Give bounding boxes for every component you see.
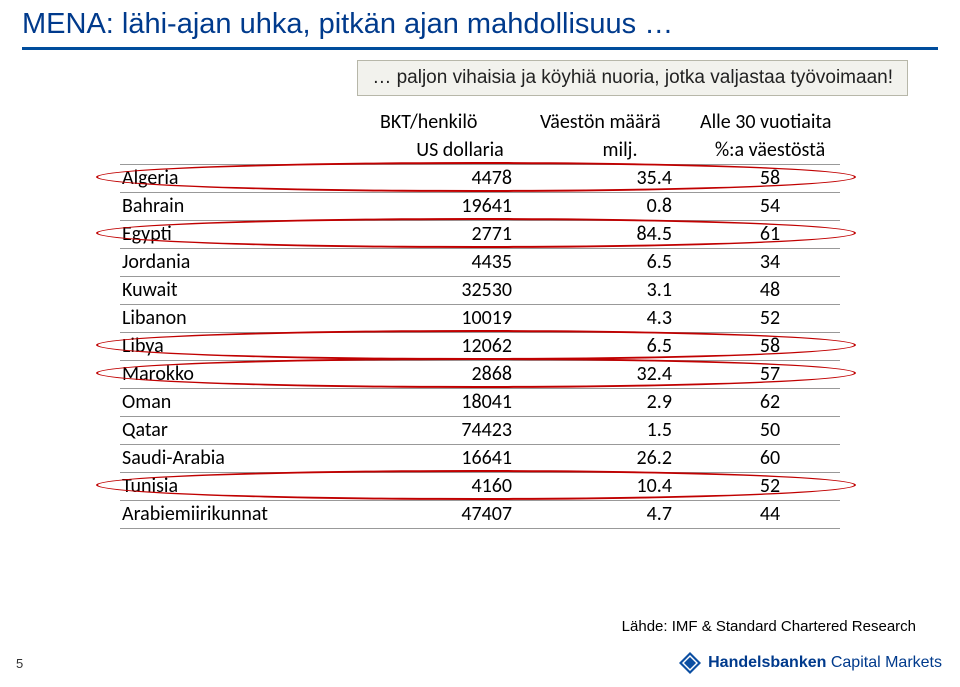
table-row: Libya120626.558: [120, 332, 840, 360]
cell-bkt: 2771: [380, 220, 540, 248]
cell-u30: 48: [700, 276, 840, 304]
data-table: BKT/henkilö Väestön määrä Alle 30 vuotia…: [120, 108, 840, 529]
logo-sub: Capital Markets: [831, 654, 942, 671]
table-header-row-2: US dollaria milj. %:a väestöstä: [120, 136, 840, 164]
table-row: Tunisia416010.452: [120, 472, 840, 500]
cell-country: Egypti: [120, 220, 380, 248]
hdr-milj: milj.: [540, 136, 700, 164]
page-number: 5: [16, 656, 23, 671]
hdr-pop: Väestön määrä: [540, 108, 700, 136]
data-table-wrap: BKT/henkilö Väestön määrä Alle 30 vuotia…: [120, 108, 840, 529]
cell-bkt: 74423: [380, 416, 540, 444]
cell-country: Libanon: [120, 304, 380, 332]
cell-u30: 52: [700, 304, 840, 332]
cell-bkt: 4478: [380, 164, 540, 192]
cell-u30: 58: [700, 332, 840, 360]
hdr-bkt: BKT/henkilö: [380, 108, 540, 136]
table-row: Algeria447835.458: [120, 164, 840, 192]
cell-pop: 6.5: [540, 248, 700, 276]
cell-pop: 2.9: [540, 388, 700, 416]
table-row: Jordania44356.534: [120, 248, 840, 276]
cell-u30: 50: [700, 416, 840, 444]
cell-bkt: 10019: [380, 304, 540, 332]
subtitle-text: … paljon vihaisia ja köyhiä nuoria, jotk…: [372, 67, 893, 88]
cell-pop: 26.2: [540, 444, 700, 472]
cell-country: Bahrain: [120, 192, 380, 220]
cell-bkt: 4160: [380, 472, 540, 500]
cell-u30: 62: [700, 388, 840, 416]
logo-icon: [678, 651, 702, 675]
cell-u30: 54: [700, 192, 840, 220]
cell-u30: 52: [700, 472, 840, 500]
cell-bkt: 4435: [380, 248, 540, 276]
logo-brand: Handelsbanken: [708, 654, 826, 671]
cell-pop: 4.7: [540, 500, 700, 528]
table-body: Algeria447835.458Bahrain196410.854Egypti…: [120, 164, 840, 528]
cell-bkt: 19641: [380, 192, 540, 220]
table-row: Qatar744231.550: [120, 416, 840, 444]
slide-title: MENA: lähi-ajan uhka, pitkän ajan mahdol…: [22, 8, 673, 40]
cell-pop: 0.8: [540, 192, 700, 220]
hdr-pctpop: %:a väestöstä: [700, 136, 840, 164]
cell-pop: 4.3: [540, 304, 700, 332]
cell-u30: 61: [700, 220, 840, 248]
table-row: Egypti277184.561: [120, 220, 840, 248]
hdr-u30: Alle 30 vuotiaita: [700, 108, 840, 136]
cell-pop: 6.5: [540, 332, 700, 360]
cell-u30: 34: [700, 248, 840, 276]
slide-title-bar: MENA: lähi-ajan uhka, pitkän ajan mahdol…: [0, 0, 960, 45]
source-citation: Lähde: IMF & Standard Chartered Research: [622, 618, 916, 635]
cell-u30: 44: [700, 500, 840, 528]
table-row: Kuwait325303.148: [120, 276, 840, 304]
cell-u30: 58: [700, 164, 840, 192]
cell-country: Marokko: [120, 360, 380, 388]
cell-bkt: 18041: [380, 388, 540, 416]
cell-pop: 84.5: [540, 220, 700, 248]
title-rule: [22, 47, 938, 50]
cell-bkt: 16641: [380, 444, 540, 472]
table-row: Oman180412.962: [120, 388, 840, 416]
cell-country: Kuwait: [120, 276, 380, 304]
cell-bkt: 2868: [380, 360, 540, 388]
table-row: Saudi-Arabia1664126.260: [120, 444, 840, 472]
subtitle-callout: … paljon vihaisia ja köyhiä nuoria, jotk…: [357, 60, 908, 96]
cell-u30: 57: [700, 360, 840, 388]
cell-pop: 3.1: [540, 276, 700, 304]
cell-pop: 32.4: [540, 360, 700, 388]
table-row: Libanon100194.352: [120, 304, 840, 332]
cell-country: Saudi-Arabia: [120, 444, 380, 472]
cell-country: Oman: [120, 388, 380, 416]
hdr-usd: US dollaria: [380, 136, 540, 164]
cell-pop: 35.4: [540, 164, 700, 192]
table-row: Marokko286832.457: [120, 360, 840, 388]
footer-logo: Handelsbanken Capital Markets: [678, 651, 942, 675]
cell-country: Libya: [120, 332, 380, 360]
cell-bkt: 12062: [380, 332, 540, 360]
cell-country: Jordania: [120, 248, 380, 276]
cell-country: Algeria: [120, 164, 380, 192]
table-header-row-1: BKT/henkilö Väestön määrä Alle 30 vuotia…: [120, 108, 840, 136]
cell-country: Qatar: [120, 416, 380, 444]
cell-country: Tunisia: [120, 472, 380, 500]
cell-bkt: 47407: [380, 500, 540, 528]
cell-u30: 60: [700, 444, 840, 472]
cell-pop: 10.4: [540, 472, 700, 500]
logo-text: Handelsbanken Capital Markets: [708, 654, 942, 672]
cell-country: Arabiemiirikunnat: [120, 500, 380, 528]
table-row: Arabiemiirikunnat474074.744: [120, 500, 840, 528]
cell-bkt: 32530: [380, 276, 540, 304]
table-row: Bahrain196410.854: [120, 192, 840, 220]
cell-pop: 1.5: [540, 416, 700, 444]
